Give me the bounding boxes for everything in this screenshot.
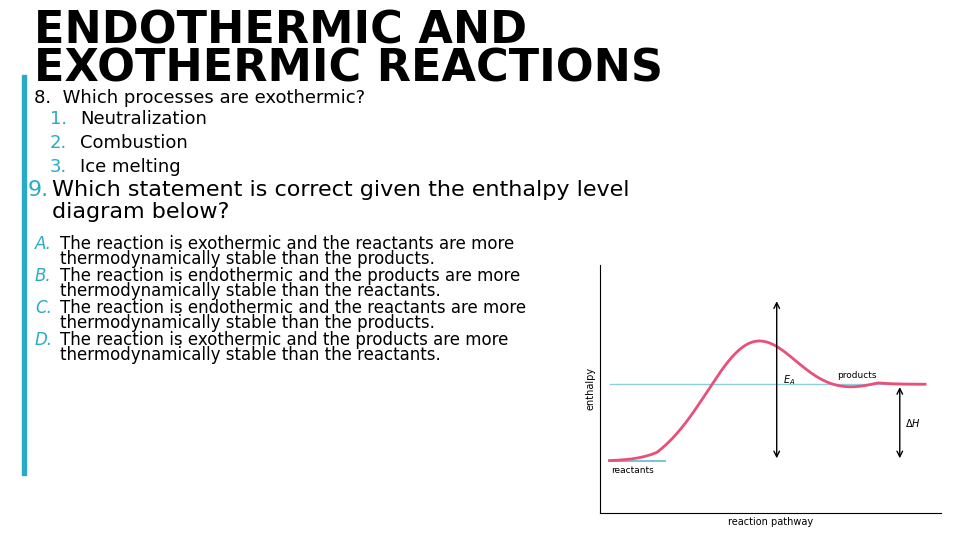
Text: Ice melting: Ice melting: [80, 158, 180, 176]
Text: 8.  Which processes are exothermic?: 8. Which processes are exothermic?: [34, 89, 365, 107]
Text: $\Delta H$: $\Delta H$: [904, 417, 921, 429]
Text: reactants: reactants: [612, 465, 654, 475]
Text: $E_A$: $E_A$: [783, 373, 795, 387]
Text: thermodynamically stable than the products.: thermodynamically stable than the produc…: [60, 314, 435, 332]
Text: The reaction is endothermic and the reactants are more: The reaction is endothermic and the reac…: [60, 299, 526, 317]
Text: products: products: [837, 371, 876, 380]
Text: The reaction is endothermic and the products are more: The reaction is endothermic and the prod…: [60, 267, 520, 285]
Text: thermodynamically stable than the reactants.: thermodynamically stable than the reacta…: [60, 282, 441, 300]
Text: Neutralization: Neutralization: [80, 110, 206, 128]
Text: 3.: 3.: [50, 158, 67, 176]
Text: The reaction is exothermic and the products are more: The reaction is exothermic and the produ…: [60, 331, 509, 349]
Y-axis label: enthalpy: enthalpy: [586, 367, 596, 410]
Text: Which statement is correct given the enthalpy level: Which statement is correct given the ent…: [52, 180, 630, 200]
Text: B.: B.: [35, 267, 52, 285]
Text: A.: A.: [35, 235, 52, 253]
Text: 9.: 9.: [28, 180, 49, 200]
Text: 2.: 2.: [50, 134, 67, 152]
Text: EXOTHERMIC REACTIONS: EXOTHERMIC REACTIONS: [34, 47, 663, 90]
Text: Combustion: Combustion: [80, 134, 188, 152]
Bar: [22, 75, 26, 475]
Text: C.: C.: [35, 299, 52, 317]
Text: The reaction is exothermic and the reactants are more: The reaction is exothermic and the react…: [60, 235, 515, 253]
Text: ENDOTHERMIC AND: ENDOTHERMIC AND: [34, 10, 527, 53]
Text: thermodynamically stable than the reactants.: thermodynamically stable than the reacta…: [60, 346, 441, 364]
Text: thermodynamically stable than the products.: thermodynamically stable than the produc…: [60, 250, 435, 268]
Text: 1.: 1.: [50, 110, 67, 128]
X-axis label: reaction pathway: reaction pathway: [728, 517, 813, 527]
Text: diagram below?: diagram below?: [52, 202, 229, 222]
Text: D.: D.: [35, 331, 53, 349]
